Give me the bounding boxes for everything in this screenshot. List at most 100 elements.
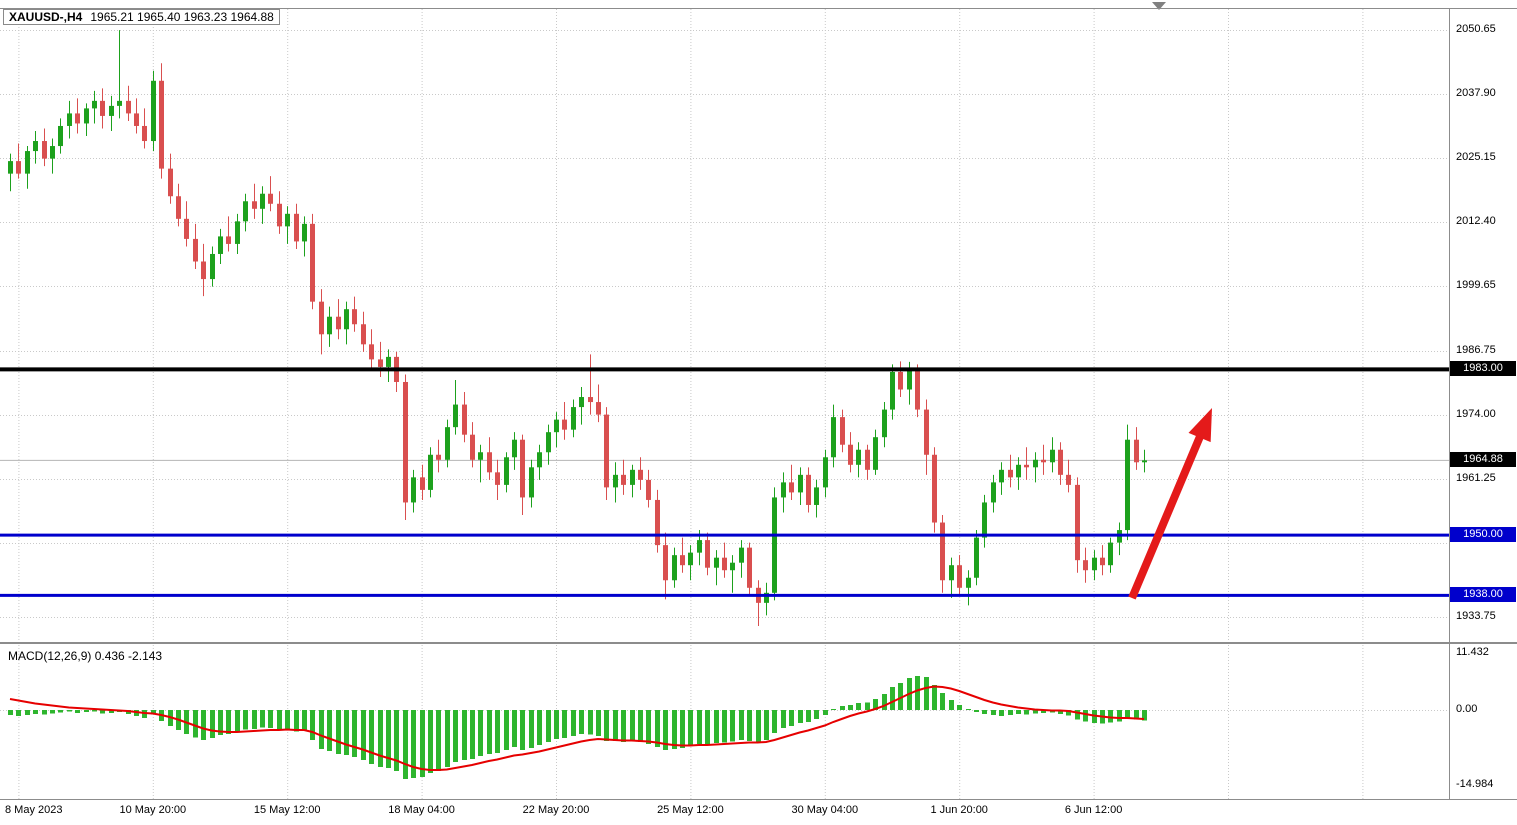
macd-bar — [42, 710, 47, 715]
candle — [8, 161, 13, 174]
macd-bar — [705, 710, 710, 745]
candle — [58, 125, 63, 147]
candle — [151, 80, 156, 142]
candle — [705, 540, 710, 568]
candle — [428, 454, 433, 490]
candle — [369, 344, 374, 360]
macd-bar — [1016, 710, 1021, 714]
macd-bar — [268, 710, 273, 728]
candle — [327, 316, 332, 335]
candle — [1134, 439, 1139, 463]
macd-bar — [999, 710, 1004, 716]
macd-bar — [940, 693, 945, 710]
candle — [42, 141, 47, 159]
candle — [949, 565, 954, 581]
candle — [571, 407, 576, 430]
candle — [504, 457, 509, 485]
macd-bar — [226, 710, 231, 734]
macd-bar — [562, 710, 567, 738]
candle — [596, 402, 601, 415]
macd-histogram — [8, 676, 1147, 779]
macd-bar — [243, 710, 248, 730]
macd-bar — [806, 710, 811, 722]
candle — [462, 404, 467, 435]
panel-separator[interactable] — [0, 642, 1517, 644]
macd-bar — [772, 710, 777, 733]
macd-bar — [394, 710, 399, 771]
candle — [814, 487, 819, 505]
candle — [848, 444, 853, 465]
candle — [168, 168, 173, 197]
ohlc-info: XAUUSD-,H4 1965.21 1965.40 1963.23 1964.… — [3, 9, 280, 25]
candle — [604, 414, 609, 488]
candle — [630, 469, 635, 485]
macd-bar — [386, 710, 391, 768]
macd-bar — [25, 710, 30, 715]
candle — [1142, 460, 1147, 463]
macd-bar — [361, 710, 366, 760]
macd-bar — [1108, 710, 1113, 723]
macd-bar — [277, 710, 282, 730]
macd-bar — [1041, 710, 1046, 713]
macd-bar — [924, 677, 929, 710]
candle — [470, 434, 475, 460]
candle — [520, 439, 525, 498]
macd-bar — [991, 710, 996, 715]
candle — [487, 452, 492, 473]
macd-bar — [840, 706, 845, 710]
candle — [823, 457, 828, 488]
macd-bar — [764, 710, 769, 740]
candle — [1075, 484, 1080, 561]
macd-bar — [873, 699, 878, 710]
candle — [613, 474, 618, 488]
candle — [386, 356, 391, 367]
candle — [898, 371, 903, 390]
macd-bar — [604, 710, 609, 741]
candle — [75, 113, 80, 124]
candle — [285, 213, 290, 227]
candle — [890, 371, 895, 410]
candle — [512, 439, 517, 458]
candle — [319, 301, 324, 335]
macd-bar — [58, 710, 63, 713]
candle — [537, 452, 542, 468]
candle — [588, 397, 593, 403]
chart-shift-marker-icon[interactable] — [1152, 2, 1166, 10]
candle — [403, 381, 408, 503]
candle — [218, 236, 223, 254]
candle — [856, 449, 861, 465]
macd-bar — [814, 710, 819, 719]
macd-bar — [210, 710, 215, 738]
candle — [361, 324, 366, 345]
macd-bar — [520, 710, 525, 750]
candle — [1100, 557, 1105, 566]
candle — [302, 223, 307, 242]
macd-bar — [151, 710, 156, 715]
candle — [117, 100, 122, 106]
candle — [672, 555, 677, 581]
candle — [436, 454, 441, 460]
candles-layer — [8, 30, 1147, 626]
macd-bar — [462, 710, 467, 760]
macd-bar — [730, 710, 735, 742]
macd-bar — [621, 710, 626, 742]
macd-bar — [436, 710, 441, 771]
candle — [50, 146, 55, 159]
candle — [663, 545, 668, 581]
candle — [915, 369, 920, 410]
macd-bar — [1142, 710, 1147, 721]
candle — [730, 562, 735, 571]
candle — [554, 419, 559, 433]
macd-bar — [865, 702, 870, 710]
macd-bar — [201, 710, 206, 740]
candle — [747, 547, 752, 588]
macd-bar — [327, 710, 332, 751]
macd-bar — [470, 710, 475, 759]
trend-arrow[interactable] — [1128, 408, 1212, 600]
macd-bar — [638, 710, 643, 742]
macd-bar — [697, 710, 702, 744]
macd-bar — [798, 710, 803, 723]
candle — [714, 557, 719, 568]
macd-bar — [747, 710, 752, 741]
